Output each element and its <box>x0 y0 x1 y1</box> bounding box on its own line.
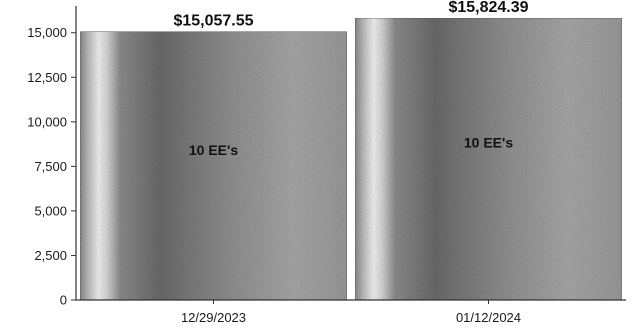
x-category-label: 01/12/2024 <box>456 310 521 325</box>
y-tick-label: 0 <box>60 293 67 308</box>
bar <box>79 31 348 301</box>
x-category-label: 12/29/2023 <box>181 310 246 325</box>
y-tick-label: 2,500 <box>34 248 67 263</box>
x-axis: 12/29/2023 01/12/2024 <box>76 299 626 325</box>
bar-value-label: $15,057.55 <box>173 13 253 30</box>
y-axis: 0 2,500 5,000 7,500 10,000 12,500 15,000 <box>27 6 77 308</box>
bar-inner-label: 10 EE's <box>464 135 513 151</box>
y-tick-label: 12,500 <box>27 70 67 85</box>
y-tick-label: 15,000 <box>27 25 67 40</box>
bar-inner-label: 10 EE's <box>189 142 238 158</box>
bar <box>354 17 623 301</box>
y-tick-label: 5,000 <box>34 203 67 218</box>
y-tick-label: 10,000 <box>27 114 67 129</box>
y-tick-label: 7,500 <box>34 159 67 174</box>
bar-value-label: $15,824.39 <box>448 0 528 16</box>
bars: $15,057.55 10 EE's $15,824.39 10 EE's <box>79 0 623 301</box>
